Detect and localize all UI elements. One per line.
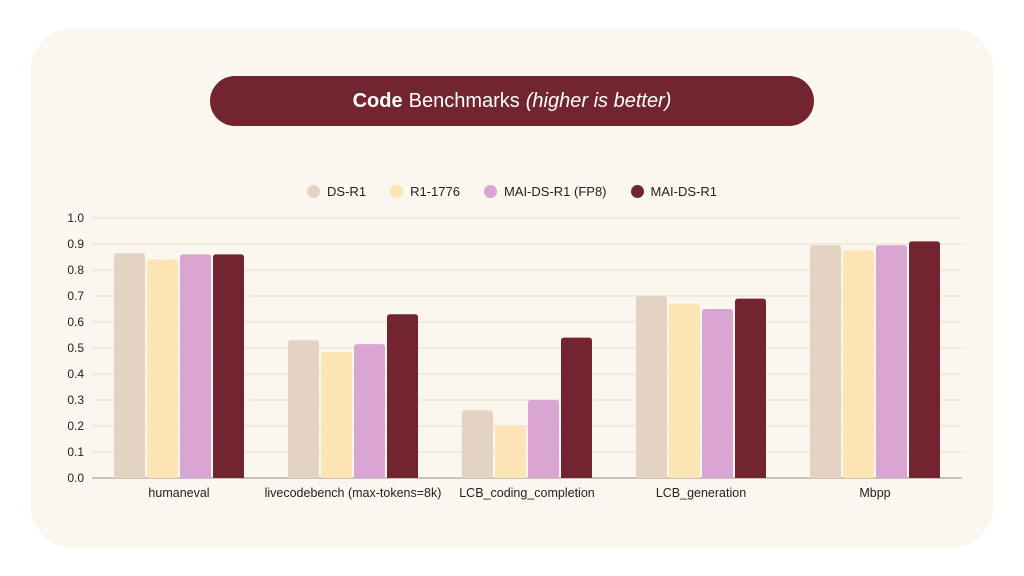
- y-tick-label: 0.7: [67, 289, 84, 303]
- y-tick-label: 0.3: [67, 393, 84, 407]
- bar: [180, 254, 211, 478]
- legend-label: DS-R1: [327, 183, 367, 199]
- bar: [462, 410, 493, 478]
- bar: [321, 351, 352, 478]
- legend-swatch: [630, 184, 644, 198]
- x-tick-label: Mbpp: [859, 486, 890, 500]
- legend-item-r1-1776[interactable]: R1-1776: [390, 181, 460, 201]
- legend-item-mai-ds-r1-fp8[interactable]: MAI-DS-R1 (FP8): [483, 181, 607, 201]
- title-italic: (higher is better): [525, 89, 672, 112]
- y-tick-label: 0.5: [67, 341, 84, 355]
- bar: [735, 298, 766, 478]
- legend-item-mai-ds-r1[interactable]: MAI-DS-R1: [630, 181, 717, 201]
- bar: [147, 259, 178, 478]
- legend-label: R1-1776: [410, 183, 460, 199]
- bar: [114, 253, 145, 478]
- y-tick-label: 1.0: [67, 211, 84, 225]
- bar: [702, 309, 733, 478]
- y-tick-label: 0.1: [67, 445, 84, 459]
- x-tick-label: livecodebench (max-tokens=8k): [265, 486, 442, 500]
- legend-swatch: [307, 184, 321, 198]
- legend-label: MAI-DS-R1 (FP8): [503, 183, 607, 199]
- title-regular: Benchmarks: [408, 89, 520, 112]
- legend-swatch: [390, 184, 404, 198]
- y-tick-label: 0.6: [67, 315, 84, 329]
- bar: [213, 254, 244, 478]
- y-tick-label: 0.9: [67, 237, 84, 251]
- x-tick-label: LCB_generation: [656, 486, 746, 500]
- bar: [354, 344, 385, 478]
- chart-title: Code Benchmarks (higher is better): [210, 76, 814, 126]
- x-tick-label: humaneval: [148, 486, 209, 500]
- legend-item-ds-r1[interactable]: DS-R1: [307, 181, 366, 201]
- bar: [528, 400, 559, 478]
- bar: [669, 303, 700, 478]
- bar: [387, 314, 418, 478]
- y-tick-label: 0.4: [67, 367, 84, 381]
- x-tick-label: LCB_coding_completion: [459, 486, 595, 500]
- y-tick-label: 0.2: [67, 419, 84, 433]
- y-tick-label: 0.8: [67, 263, 84, 277]
- bar: [288, 340, 319, 478]
- bar: [810, 245, 841, 478]
- legend-swatch: [483, 184, 497, 198]
- chart-legend: DS-R1 R1-1776 MAI-DS-R1 (FP8) MAI-DS-R1: [0, 181, 1024, 201]
- bar: [909, 241, 940, 478]
- y-tick-label: 0.0: [67, 471, 84, 485]
- bar: [495, 426, 526, 478]
- bar: [636, 296, 667, 478]
- legend-label: MAI-DS-R1: [650, 183, 717, 199]
- bar: [843, 250, 874, 478]
- bar: [561, 337, 592, 478]
- title-bold: Code: [352, 89, 403, 112]
- bar: [876, 245, 907, 478]
